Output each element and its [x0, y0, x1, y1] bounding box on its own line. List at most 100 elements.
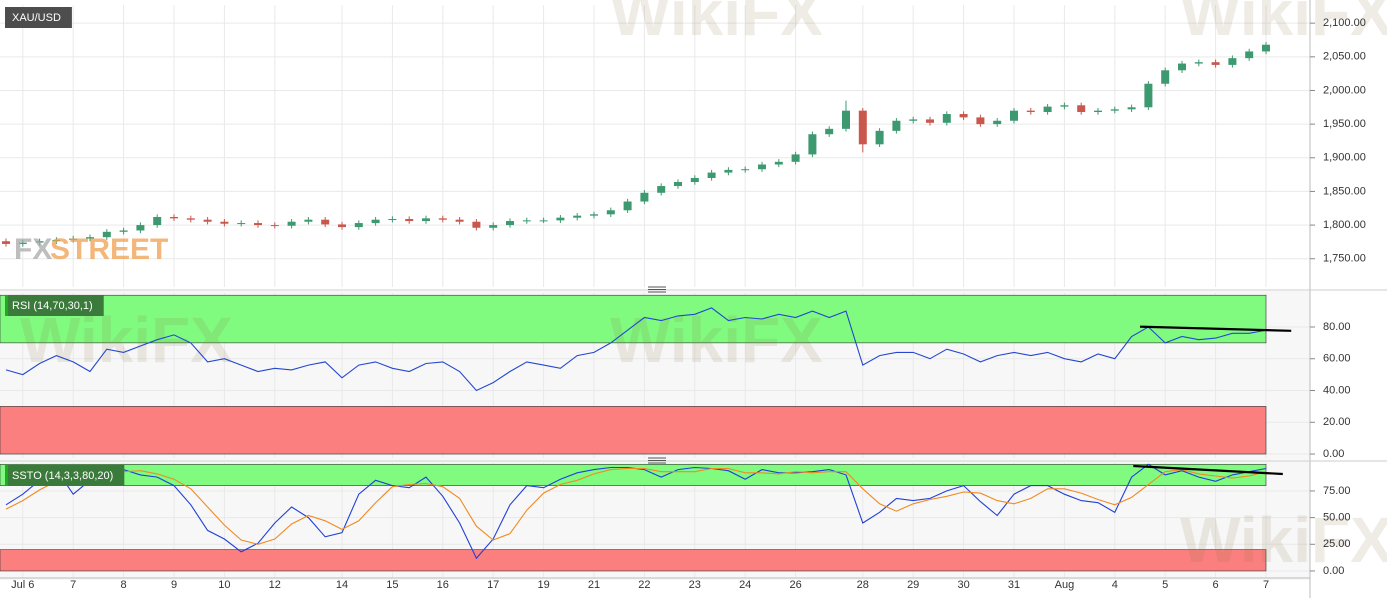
candle-body: [321, 219, 330, 225]
watermark-text: WikiFX: [1180, 504, 1387, 576]
x-tick-label: 7: [70, 579, 76, 591]
candle-body: [86, 237, 94, 239]
candle-body: [1127, 107, 1136, 110]
candle-body: [388, 219, 397, 221]
candle-body: [35, 241, 44, 243]
candle-body: [186, 218, 195, 220]
candle-body: [69, 238, 78, 240]
candle-body: [438, 218, 447, 220]
y-tick-label: 75.00: [1323, 485, 1351, 497]
candle-body: [657, 186, 666, 193]
candle-body: [858, 110, 867, 145]
candle-body: [674, 182, 682, 187]
candle-body: [18, 242, 27, 244]
y-tick-label: 2,100.00: [1323, 17, 1366, 29]
candle-body: [136, 225, 145, 231]
x-tick-label: 24: [739, 579, 751, 591]
watermark-text: WikiFX: [610, 0, 823, 49]
y-tick-label: 50.00: [1323, 512, 1351, 524]
y-tick-label: 25.00: [1323, 538, 1351, 550]
y-tick-label: 1,900.00: [1323, 152, 1366, 164]
y-tick-label: 2,050.00: [1323, 51, 1366, 63]
candle-body: [808, 134, 817, 155]
candle-body: [1228, 58, 1237, 65]
x-tick-label: 30: [957, 579, 969, 591]
x-tick-label: 16: [437, 579, 449, 591]
y-tick-label: 0.00: [1323, 448, 1344, 460]
candle-body: [1211, 62, 1220, 65]
candle-body: [909, 119, 918, 121]
candle-body: [170, 217, 178, 219]
candle-body: [1178, 63, 1186, 71]
titles: XAU/USD RSI (14,70,30,1) SSTO (14,3,3,80,2…: [5, 7, 125, 486]
candle-body: [942, 114, 951, 123]
candle-body: [1094, 110, 1102, 113]
candle-body: [422, 218, 430, 222]
band: [0, 549, 1267, 572]
x-tick-label: 22: [638, 579, 650, 591]
candle-body: [1144, 83, 1153, 108]
candle-body: [52, 239, 61, 242]
title-box: [5, 7, 72, 28]
candle-body: [842, 110, 850, 129]
candle-body: [153, 217, 162, 226]
candle-body: [573, 215, 582, 218]
candle-body: [287, 221, 296, 226]
candle-body: [220, 221, 229, 224]
trend-line: [1139, 325, 1292, 332]
chart-title: SSTO (14,3,3,80,20): [12, 470, 113, 482]
candle-body: [2, 241, 10, 244]
x-tick-label: 9: [171, 579, 177, 591]
y-tick-label: 60.00: [1323, 353, 1351, 365]
candle-body: [270, 225, 279, 227]
x-tick-label: 4: [1112, 579, 1118, 591]
x-tick-label: 15: [386, 579, 398, 591]
y-tick-label: 20.00: [1323, 416, 1351, 428]
y-tick-label: 0.00: [1323, 565, 1344, 577]
x-tick-label: 10: [218, 579, 230, 591]
candle-body: [203, 219, 212, 222]
candle-body: [102, 231, 111, 238]
x-tick-label: 12: [269, 579, 281, 591]
band: [0, 406, 1267, 455]
x-tick-label: 17: [487, 579, 499, 591]
candle-body: [405, 219, 414, 222]
candle-body: [304, 219, 313, 222]
candle-body: [539, 220, 548, 222]
candle-body: [455, 219, 464, 222]
candle-body: [1194, 62, 1203, 64]
resize-handle[interactable]: [648, 457, 666, 464]
candle-body: [1010, 110, 1018, 121]
title-accent: [5, 465, 8, 486]
resize-handle[interactable]: [648, 286, 666, 293]
x-tick-label: 8: [121, 579, 127, 591]
candle-body: [993, 120, 1002, 125]
y-tick-label: 1,750.00: [1323, 253, 1366, 265]
bands: [0, 294, 1267, 572]
y-tick-label: 1,800.00: [1323, 219, 1366, 231]
candle-body: [724, 169, 733, 173]
candle-body: [1060, 105, 1069, 107]
candle-body: [1043, 106, 1052, 113]
candle-body: [522, 220, 531, 222]
candle-body: [758, 164, 766, 170]
chart-title: RSI (14,70,30,1): [12, 300, 93, 312]
candle-body: [1245, 51, 1254, 59]
candle-body: [606, 210, 615, 215]
candle-body: [119, 230, 128, 232]
candle-body: [1161, 70, 1170, 84]
candle-body: [774, 161, 783, 165]
series-line: [5, 307, 1267, 392]
candle-body: [976, 117, 985, 125]
title-box: [5, 295, 104, 316]
candle-body: [506, 221, 514, 226]
x-tick-label: 7: [1263, 579, 1269, 591]
candle-body: [1077, 105, 1086, 113]
series-line: [5, 467, 1267, 545]
candle-body: [690, 177, 699, 183]
candle-body: [640, 192, 649, 202]
candle-body: [254, 223, 262, 226]
